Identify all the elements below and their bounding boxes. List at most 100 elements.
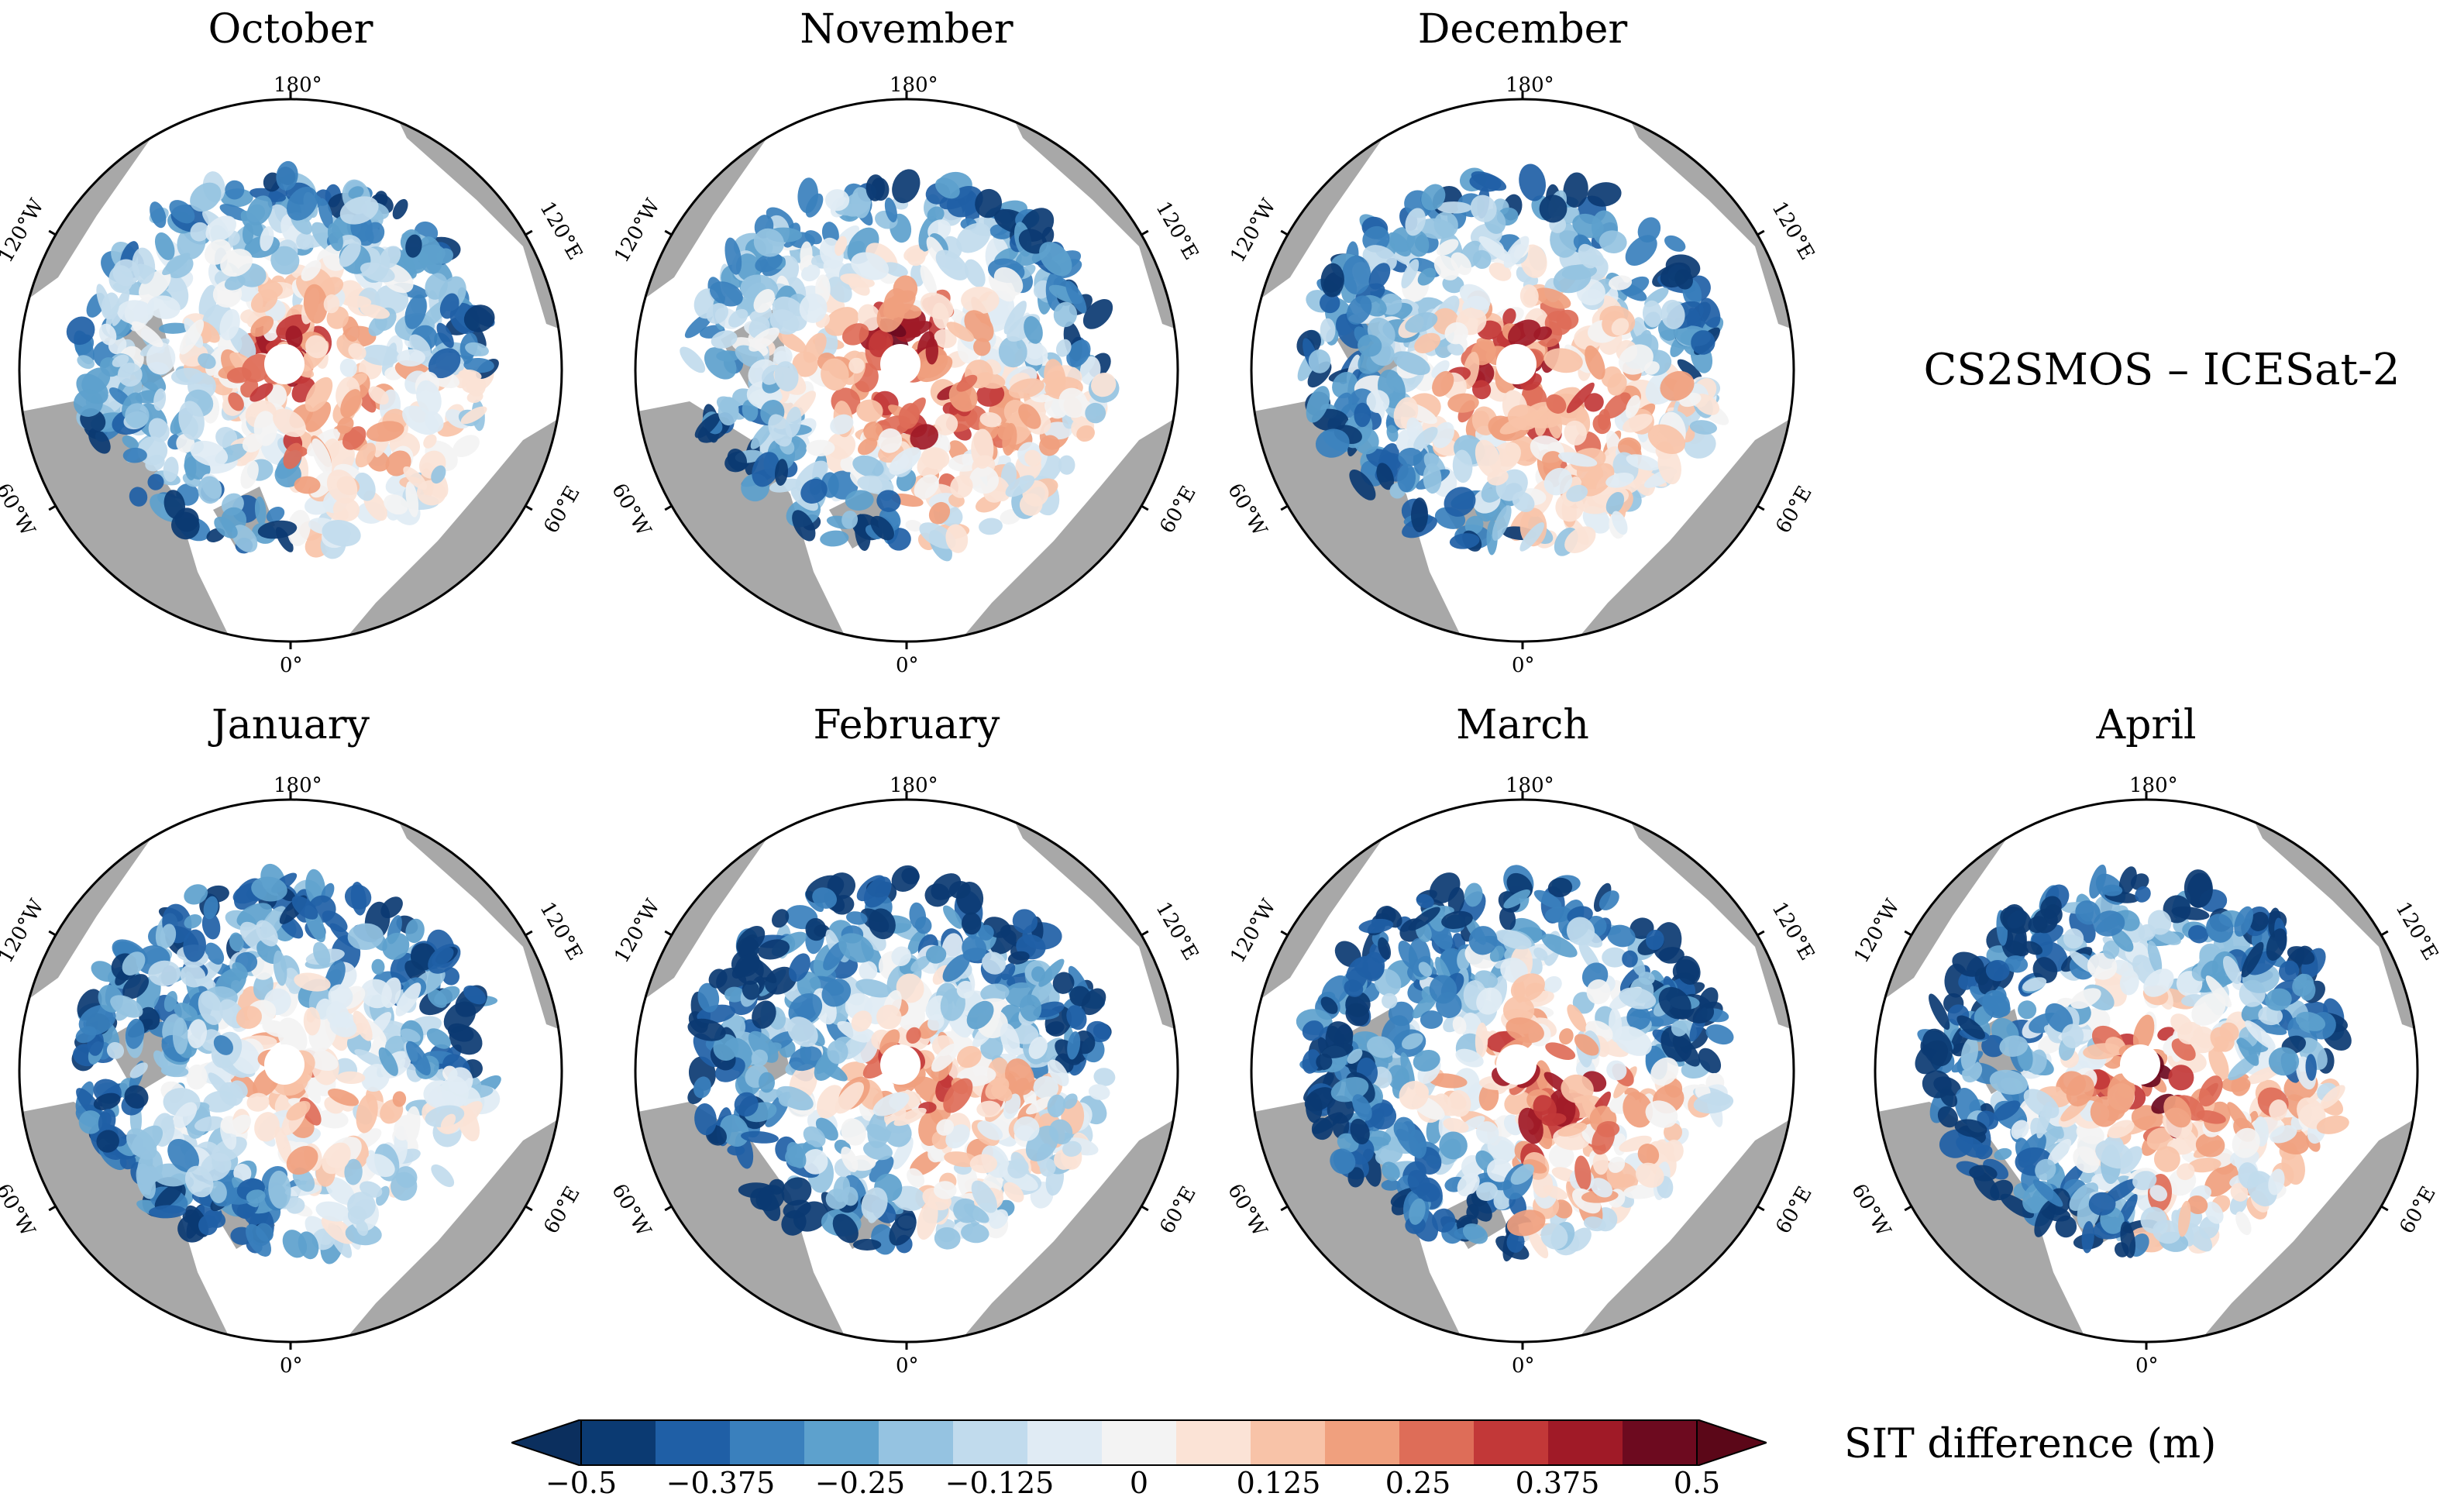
sit-cell [869, 1155, 894, 1182]
sit-cell [434, 986, 460, 1006]
sit-cell [1506, 1231, 1525, 1253]
sit-cell [940, 988, 965, 1021]
sit-cell [1062, 1093, 1078, 1110]
lon-tick [525, 229, 533, 236]
sit-cell [1449, 533, 1480, 549]
sit-cell [966, 1000, 994, 1030]
lon-label-bottom: 0° [280, 654, 303, 677]
sit-cell [1956, 1135, 1987, 1158]
sit-cell [394, 1115, 415, 1140]
polar-map-november [634, 91, 1179, 649]
sit-cell [735, 955, 764, 985]
sit-cell [977, 1120, 1003, 1140]
sit-cell [857, 304, 882, 331]
sit-cell [313, 941, 331, 967]
sit-cell [1643, 361, 1660, 375]
sit-cell [1985, 959, 2010, 982]
sit-cell [1611, 318, 1629, 335]
sit-cell [1619, 987, 1657, 1010]
sit-cell [305, 335, 329, 359]
sit-cell [158, 322, 191, 334]
sit-cell [355, 442, 377, 468]
sit-cell [129, 1062, 148, 1079]
sit-cell [852, 455, 884, 477]
sit-cell [285, 1197, 305, 1214]
sit-cell [764, 966, 797, 995]
sit-cell [781, 1177, 812, 1206]
sit-cell [1443, 1117, 1469, 1134]
sit-cell [1406, 229, 1430, 257]
panel-title: November [800, 6, 1013, 53]
sit-cell [711, 330, 738, 349]
sit-cell [2143, 968, 2174, 997]
sit-cell [1362, 225, 1390, 253]
sit-cell [1543, 975, 1562, 993]
sit-cell [400, 1028, 421, 1043]
sit-cell [246, 1092, 270, 1112]
sit-cell [920, 292, 954, 320]
sit-cell [2032, 957, 2058, 984]
sit-cell [153, 388, 167, 411]
sit-cell [1625, 235, 1657, 266]
sit-cell [348, 342, 367, 360]
sit-cell [1428, 1073, 1468, 1089]
sit-cell [1506, 1209, 1546, 1237]
sit-cell [724, 237, 742, 275]
sit-cell [979, 518, 1003, 535]
sit-cell [1629, 917, 1654, 939]
sit-cell [837, 1021, 870, 1043]
sit-cell [2149, 1185, 2168, 1202]
colorbar-segment [953, 1419, 1028, 1466]
sit-cell [1093, 1068, 1116, 1086]
sit-cell [405, 918, 425, 944]
sit-cell [1475, 439, 1502, 478]
sit-cell [270, 246, 300, 275]
sit-cell [1407, 1169, 1431, 1196]
sit-cell [1619, 1135, 1652, 1152]
sit-cell [174, 507, 199, 532]
sit-cell [1066, 339, 1091, 367]
sit-cell [945, 524, 969, 553]
sit-cell [1055, 339, 1072, 357]
sit-cell [1444, 322, 1468, 345]
lon-tick [1280, 229, 1289, 236]
sit-cell [236, 1201, 256, 1220]
sit-cell [423, 434, 437, 449]
lon-tick [664, 229, 673, 236]
sit-cell [1506, 1017, 1544, 1044]
sit-cell [1447, 342, 1464, 356]
lon-tick [1757, 1205, 1765, 1212]
sit-cell [1922, 1028, 1953, 1067]
sit-cell [1544, 311, 1572, 336]
sit-cell [1047, 1094, 1066, 1118]
sit-cell [1003, 1182, 1024, 1202]
sit-cell [1452, 449, 1473, 483]
sit-cell [841, 1146, 859, 1172]
sit-cell [1698, 1048, 1722, 1074]
sit-cell [1019, 493, 1043, 516]
sit-cell [339, 241, 361, 267]
sit-cell [2022, 977, 2047, 992]
sit-cell [2073, 1146, 2100, 1174]
sit-cell [174, 1003, 198, 1021]
sit-cell [2000, 907, 2032, 934]
sit-cell [170, 367, 204, 385]
sit-cell [1367, 1036, 1395, 1058]
sit-cell [863, 1140, 893, 1161]
sit-cell [1081, 988, 1106, 1016]
sit-cell [122, 435, 139, 449]
sit-cell [907, 248, 926, 267]
sit-cell [753, 289, 775, 313]
sit-cell [1397, 463, 1416, 493]
sit-cell [752, 452, 779, 487]
sit-cell [724, 986, 745, 1003]
sit-cell [2205, 975, 2232, 1008]
sit-cell [322, 520, 361, 547]
sit-cell [1607, 373, 1627, 396]
sit-cell [178, 401, 205, 440]
pole-hole [1496, 344, 1537, 384]
sit-cell [201, 912, 221, 940]
sit-cell [1302, 1049, 1321, 1074]
sit-cell [1533, 889, 1562, 909]
sit-cell [1005, 475, 1035, 497]
